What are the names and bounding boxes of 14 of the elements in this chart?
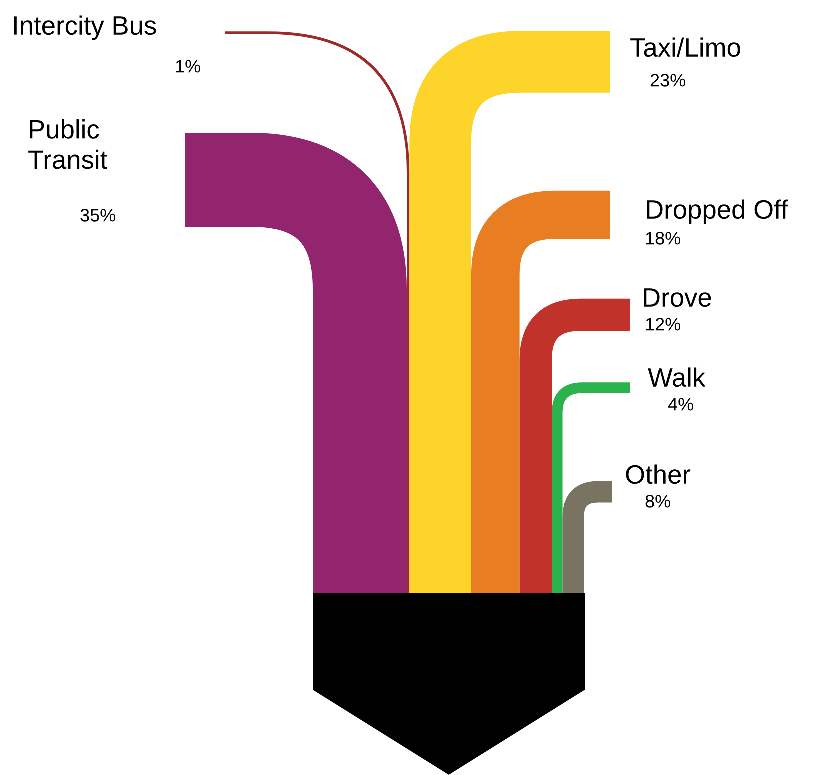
data-label: 4%: [668, 398, 694, 411]
category-label: Walk: [648, 368, 706, 388]
data-label: 23%: [650, 74, 686, 87]
category-label: Other: [626, 464, 691, 484]
category-label: Taxi/Limo: [630, 38, 740, 58]
data-label: 8%: [646, 495, 670, 508]
data-label: 12%: [646, 318, 680, 331]
category-label: Dropped Off: [647, 200, 788, 224]
data-label: 18%: [646, 232, 680, 245]
data-label: 35%: [80, 209, 116, 222]
data-label: 1%: [176, 60, 200, 73]
category-label: Intercity Bus: [14, 16, 156, 40]
category-label: Public Transit: [28, 120, 108, 170]
category-label: Drove: [644, 288, 712, 308]
